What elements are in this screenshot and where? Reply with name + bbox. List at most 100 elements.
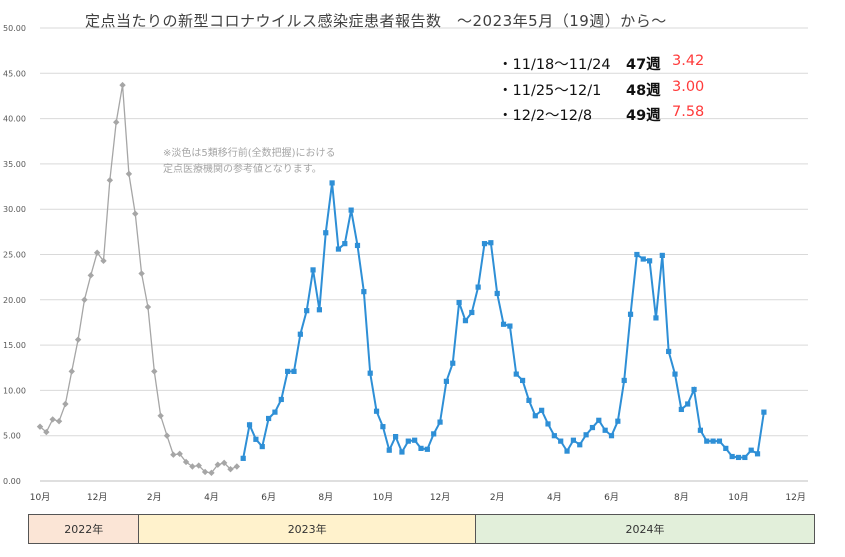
data-point	[488, 240, 494, 246]
data-point	[125, 170, 133, 178]
x-tick-label: 8月	[674, 492, 689, 503]
data-point	[634, 251, 640, 258]
data-point	[570, 437, 576, 443]
data-point	[589, 424, 596, 431]
data-point	[520, 377, 526, 384]
data-point	[373, 408, 380, 414]
data-point	[43, 428, 50, 436]
gridlines	[40, 27, 808, 482]
data-point	[716, 438, 723, 444]
data-point	[144, 303, 152, 311]
data-point	[201, 468, 209, 476]
data-point	[233, 463, 241, 470]
x-tick-label: 10月	[30, 492, 50, 503]
data-point	[735, 454, 742, 461]
summary-range: ・12/2～12/8	[498, 108, 593, 124]
summary-value: 3.42	[672, 53, 705, 69]
chart-title: 定点当たりの新型コロナウイルス感染症患者報告数 ～2023年5月（19週）から～	[85, 12, 667, 30]
data-point	[182, 458, 190, 466]
data-point	[367, 370, 373, 376]
data-point	[647, 258, 653, 264]
data-point	[304, 308, 310, 314]
x-tick-label: 6月	[261, 492, 276, 503]
data-point	[316, 307, 322, 313]
note-line: 定点医療機関の参考値となります。	[163, 164, 322, 175]
data-point	[335, 246, 342, 252]
data-point	[342, 241, 348, 247]
summary-week: 49週	[626, 108, 661, 124]
data-point	[761, 409, 767, 415]
y-tick-label: 0.00	[3, 477, 21, 486]
data-point	[93, 249, 101, 256]
data-point	[640, 256, 646, 262]
data-point	[418, 445, 424, 451]
data-point	[513, 371, 519, 377]
data-point	[138, 270, 145, 277]
data-point	[500, 321, 507, 327]
data-point	[462, 318, 469, 324]
x-tick-label: 10月	[373, 492, 393, 503]
data-point	[507, 323, 513, 329]
y-tick-label: 25.00	[3, 251, 26, 260]
data-point	[539, 407, 545, 413]
y-tick-label: 5.00	[3, 432, 21, 441]
note-line: ※淡色は5類移行前(全数把握)における	[163, 148, 336, 159]
data-point	[456, 299, 462, 306]
data-point	[672, 371, 678, 377]
data-point	[583, 432, 589, 438]
x-tick-label: 4月	[204, 492, 219, 503]
data-point	[285, 368, 291, 374]
data-point	[55, 418, 63, 425]
data-point	[163, 432, 171, 439]
y-tick-label: 10.00	[3, 386, 26, 395]
series-line	[242, 182, 765, 459]
data-point	[621, 377, 627, 384]
y-tick-label: 30.00	[3, 205, 26, 214]
y-tick-label: 45.00	[3, 69, 26, 78]
data-point	[170, 451, 177, 458]
data-point	[729, 453, 735, 460]
y-tick-label: 40.00	[3, 115, 26, 124]
data-point	[615, 418, 621, 424]
year-band-2022: 2022年	[28, 514, 140, 544]
data-point	[481, 241, 488, 247]
summary-value: 3.00	[672, 79, 705, 95]
series-line	[39, 84, 238, 474]
data-point	[348, 207, 354, 213]
data-point	[297, 331, 303, 337]
data-point	[748, 447, 754, 453]
data-point	[412, 437, 418, 443]
x-tick-label: 2月	[490, 492, 505, 503]
data-point	[100, 257, 107, 265]
data-point	[443, 378, 449, 384]
data-point	[246, 422, 253, 428]
y-tick-label: 20.00	[3, 296, 26, 305]
y-tick-label: 15.00	[3, 341, 26, 350]
data-point	[558, 438, 564, 444]
data-point	[49, 416, 56, 423]
data-point	[666, 348, 672, 355]
data-point	[545, 421, 551, 427]
data-point	[119, 81, 126, 89]
x-tick-label: 12月	[430, 492, 450, 503]
data-point	[208, 469, 215, 477]
data-point	[627, 311, 634, 317]
data-point	[685, 401, 691, 407]
data-point	[81, 296, 88, 303]
data-point	[653, 315, 659, 321]
data-point	[329, 180, 335, 186]
data-point	[469, 309, 475, 316]
data-point	[551, 433, 557, 439]
data-point	[361, 289, 367, 295]
data-point	[437, 419, 443, 425]
x-tick-label: 12月	[87, 492, 107, 503]
data-point	[697, 427, 703, 433]
data-point	[602, 427, 608, 433]
x-tick-label: 12月	[785, 492, 805, 503]
data-point	[532, 413, 538, 419]
data-point	[405, 438, 411, 444]
summary-week: 47週	[626, 57, 661, 73]
y-axis: 0.00 5.00 10.00 15.00 20.00 25.00 30.00 35.00 40…	[3, 24, 26, 486]
summary-week: 48週	[626, 83, 661, 99]
